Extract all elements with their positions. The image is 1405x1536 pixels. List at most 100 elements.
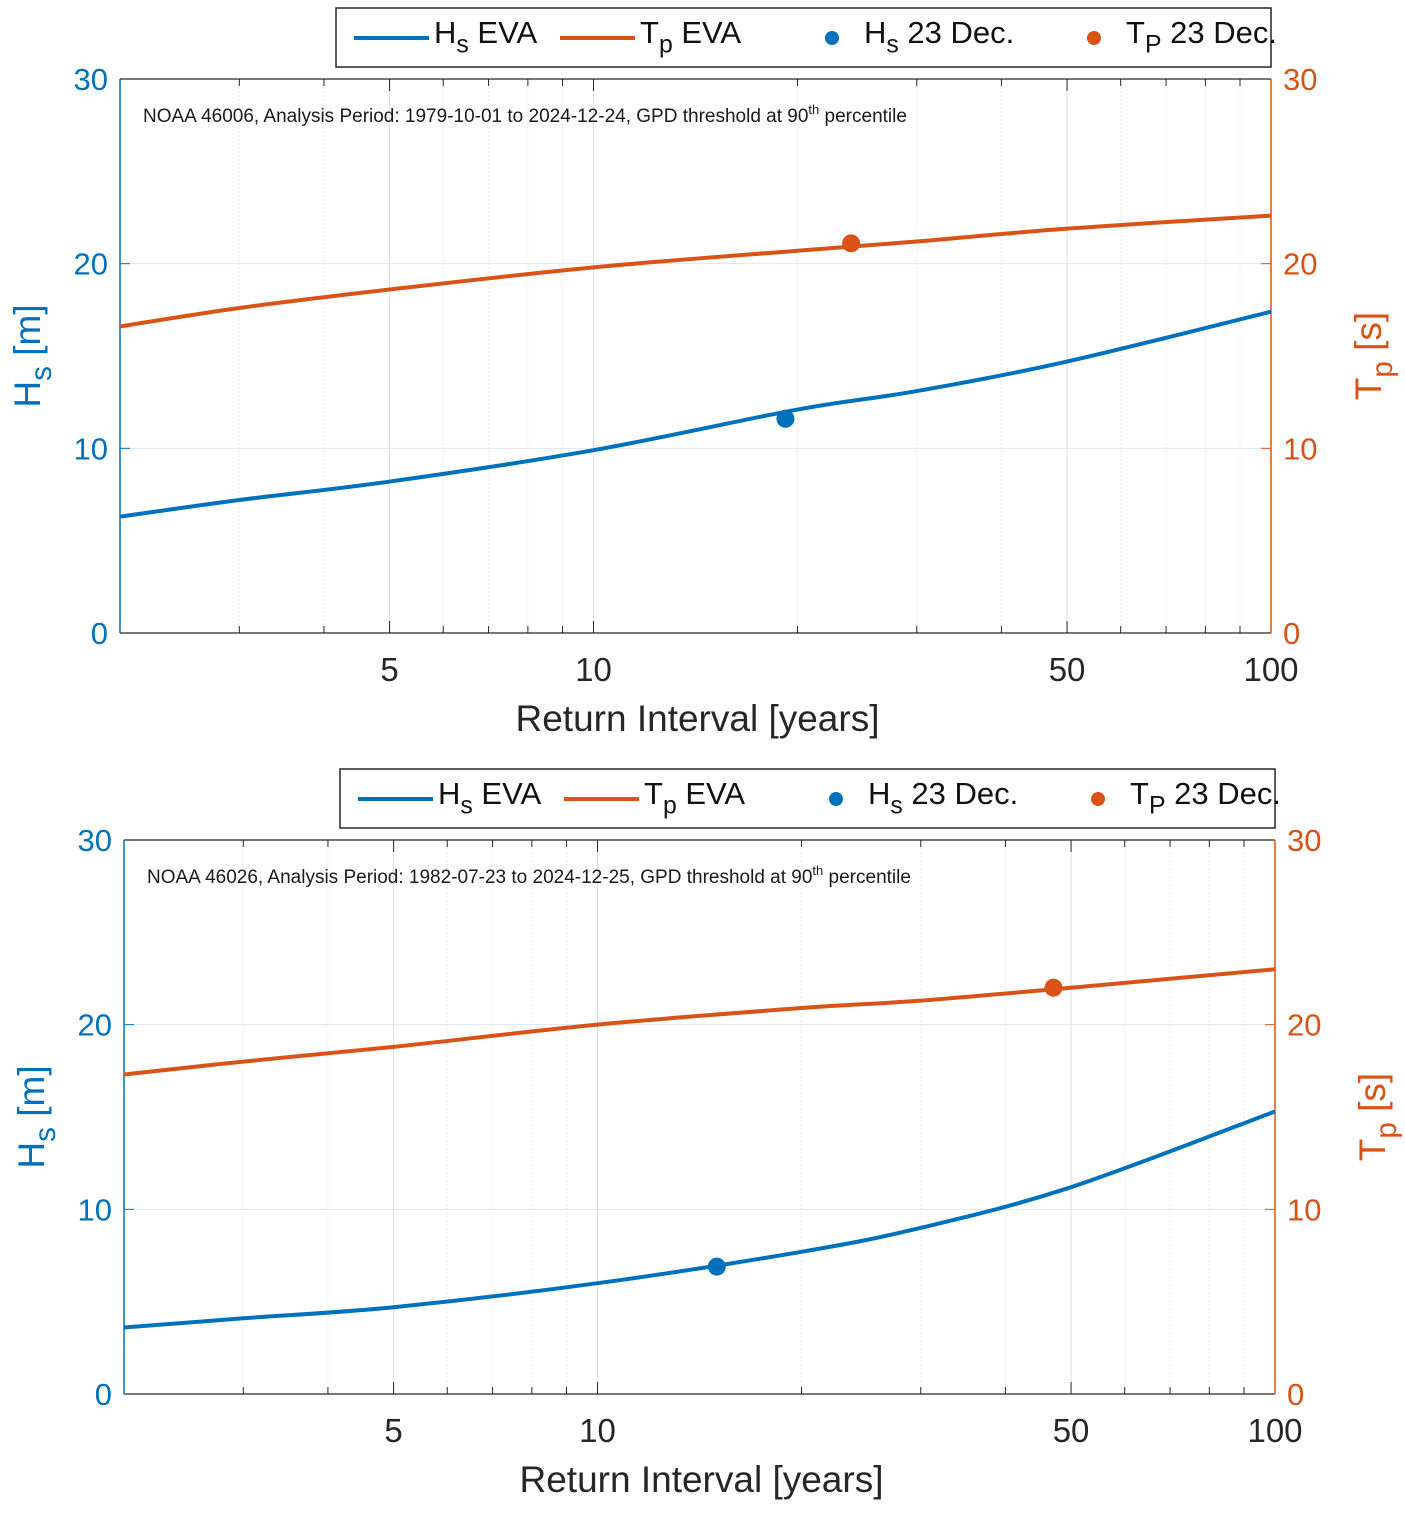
y-axis-label-left-text-main: H bbox=[7, 381, 48, 408]
annotation-sup: th bbox=[808, 102, 819, 117]
y-tick-label-left: 0 bbox=[95, 1377, 112, 1412]
legend-entry-4-main: T bbox=[1126, 15, 1145, 50]
legend-entry-3-sub: s bbox=[890, 792, 902, 819]
y-tick-label-left: 30 bbox=[74, 62, 108, 97]
legend-entry-3-sub: s bbox=[886, 31, 898, 58]
legend-entry-1-sub: s bbox=[456, 31, 468, 58]
y-axis-label-left-text: Hs [m] bbox=[7, 304, 58, 407]
y-tick-label-right: 0 bbox=[1287, 1377, 1304, 1412]
y-axis-label-right-text-sub: p bbox=[1370, 1122, 1403, 1138]
legend-marker-swatch bbox=[825, 31, 839, 45]
x-tick-label: 50 bbox=[1049, 651, 1086, 688]
data-point-tp-23-dec bbox=[842, 234, 861, 253]
y-axis-label-left-text-sub: s bbox=[25, 366, 58, 381]
legend-entry-1-tail: EVA bbox=[473, 776, 542, 811]
legend-entry-2-sub: p bbox=[663, 792, 677, 819]
x-tick-label: 50 bbox=[1053, 1412, 1090, 1449]
y-tick-label-left: 0 bbox=[91, 616, 108, 651]
legend-entry-4-sub: P bbox=[1149, 792, 1166, 819]
series-line-tp bbox=[119, 213, 1272, 329]
legend-entry-1-sub: s bbox=[460, 792, 472, 819]
x-tick-label: 10 bbox=[575, 651, 612, 688]
y-tick-label-right: 10 bbox=[1283, 431, 1317, 466]
y-tick-label-right: 30 bbox=[1287, 823, 1321, 858]
annotation-text: NOAA 46026, Analysis Period: 1982-07-23 … bbox=[147, 867, 812, 888]
legend-entry-2-tail: EVA bbox=[677, 776, 746, 811]
y-axis-label-right-text-tail: [s] bbox=[1348, 312, 1389, 361]
legend-entry-3-tail: 23 Dec. bbox=[899, 15, 1014, 50]
y-axis-label-left-text-main: H bbox=[11, 1142, 52, 1169]
y-tick-label-right: 30 bbox=[1283, 62, 1317, 97]
legend-entry-4-main: T bbox=[1130, 776, 1149, 811]
legend-entry-1-main: H bbox=[434, 15, 456, 50]
data-point-hs-23-dec bbox=[707, 1257, 726, 1276]
y-axis-label-right: Tp [s] bbox=[1352, 1073, 1403, 1161]
legend-entry-1-main: H bbox=[438, 776, 460, 811]
y-axis-label-left-text-tail: [m] bbox=[11, 1065, 52, 1127]
y-tick-label-right: 20 bbox=[1283, 247, 1317, 282]
chart-panel-1: 0 0 10 10 20 20 30 30 5 10 50 100 Return Interval [y… bbox=[7, 7, 1399, 739]
legend-box bbox=[339, 768, 1276, 829]
annotation-tail: percentile bbox=[823, 867, 911, 888]
x-tick-label: 10 bbox=[579, 1412, 616, 1449]
legend-box bbox=[335, 7, 1272, 68]
series-line-hs bbox=[119, 309, 1272, 519]
y-axis-label-left-text-sub: s bbox=[29, 1127, 62, 1142]
y-axis-label-left-text-tail: [m] bbox=[7, 304, 48, 366]
legend-entry-1: Hs EVA bbox=[438, 776, 541, 819]
y-axis-label-left: Hs [m] bbox=[11, 1065, 62, 1168]
data-point-hs-23-dec bbox=[776, 409, 795, 428]
y-tick-label-left: 10 bbox=[74, 431, 108, 466]
data-point-tp-23-dec bbox=[1044, 978, 1063, 997]
y-axis-label-left: Hs [m] bbox=[7, 304, 58, 407]
legend-entry-4-sub: P bbox=[1145, 31, 1162, 58]
legend: Hs EVA Tp EVA Hs 23 Dec. TP 23 Dec. bbox=[339, 768, 1281, 829]
legend-entry-2: Tp EVA bbox=[644, 776, 745, 819]
x-axis-label: Return Interval [years] bbox=[520, 1459, 884, 1500]
series-line-hs bbox=[123, 1109, 1276, 1330]
legend-entry-3-tail: 23 Dec. bbox=[903, 776, 1018, 811]
legend-entry-2-tail: EVA bbox=[673, 15, 742, 50]
y-axis-label-right-text: Tp [s] bbox=[1348, 312, 1399, 400]
y-tick-label-left: 30 bbox=[78, 823, 112, 858]
legend-entry-3-main: H bbox=[868, 776, 890, 811]
annotation: NOAA 46006, Analysis Period: 1979-10-01 … bbox=[143, 102, 907, 127]
y-axis-label-left-text: Hs [m] bbox=[11, 1065, 62, 1168]
y-axis-label-right: Tp [s] bbox=[1348, 312, 1399, 400]
legend-entry-4-tail: 23 Dec. bbox=[1165, 776, 1280, 811]
chart-panel-2: 0 0 10 10 20 20 30 30 5 10 50 100 Return Interval [y… bbox=[11, 768, 1403, 1500]
x-axis-label: Return Interval [years] bbox=[516, 698, 880, 739]
y-axis-label-right-text: Tp [s] bbox=[1352, 1073, 1403, 1161]
x-tick-label: 5 bbox=[380, 651, 398, 688]
legend: Hs EVA Tp EVA Hs 23 Dec. TP 23 Dec. bbox=[335, 7, 1277, 68]
y-tick-label-left: 20 bbox=[78, 1008, 112, 1043]
y-tick-label-right: 10 bbox=[1287, 1192, 1321, 1227]
annotation-tail: percentile bbox=[819, 106, 907, 127]
legend-entry-3: Hs 23 Dec. bbox=[868, 776, 1018, 819]
legend-marker-swatch bbox=[1091, 792, 1105, 806]
y-axis-label-right-text-tail: [s] bbox=[1352, 1073, 1393, 1122]
legend-entry-4: TP 23 Dec. bbox=[1130, 776, 1281, 819]
y-tick-label-right: 0 bbox=[1283, 616, 1300, 651]
legend-entry-2: Tp EVA bbox=[640, 15, 741, 58]
legend-entry-2-main: T bbox=[640, 15, 659, 50]
y-tick-label-left: 20 bbox=[74, 247, 108, 282]
x-tick-label: 100 bbox=[1243, 651, 1298, 688]
y-tick-label-right: 20 bbox=[1287, 1008, 1321, 1043]
x-tick-label: 5 bbox=[384, 1412, 402, 1449]
legend-entry-2-sub: p bbox=[659, 31, 673, 58]
y-axis-label-right-text-main: T bbox=[1348, 378, 1389, 401]
annotation: NOAA 46026, Analysis Period: 1982-07-23 … bbox=[147, 863, 911, 888]
x-tick-label: 100 bbox=[1247, 1412, 1302, 1449]
legend-entry-2-main: T bbox=[644, 776, 663, 811]
y-axis-label-right-text-main: T bbox=[1352, 1139, 1393, 1162]
legend-entry-4: TP 23 Dec. bbox=[1126, 15, 1277, 58]
legend-marker-swatch bbox=[829, 792, 843, 806]
legend-marker-swatch bbox=[1087, 31, 1101, 45]
legend-entry-1: Hs EVA bbox=[434, 15, 537, 58]
y-axis-label-right-text-sub: p bbox=[1366, 361, 1399, 377]
series-line-tp bbox=[123, 967, 1276, 1077]
y-tick-label-left: 10 bbox=[78, 1192, 112, 1227]
annotation-sup: th bbox=[812, 863, 823, 878]
